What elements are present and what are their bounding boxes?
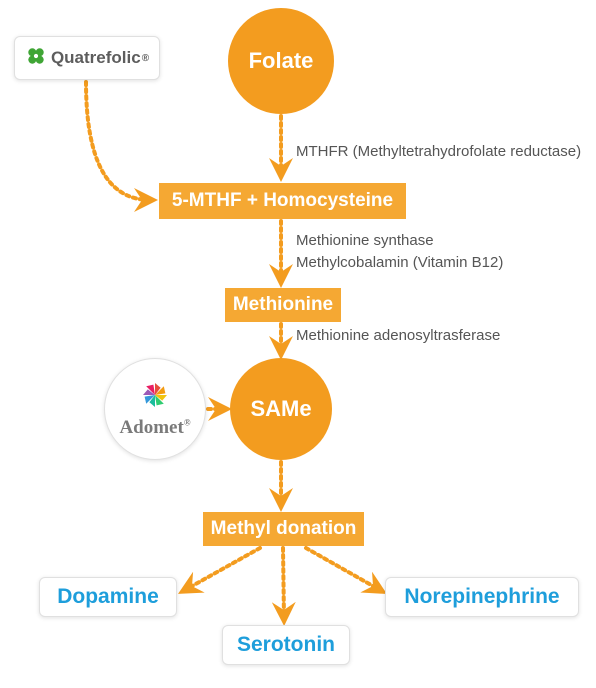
label-b12: Methylcobalamin (Vitamin B12) — [296, 254, 503, 271]
same-label: SAMe — [250, 396, 311, 422]
serotonin-label: Serotonin — [237, 633, 335, 657]
node-methyl-donation: Methyl donation — [203, 512, 364, 546]
label-mat: Methionine adenosyltrasferase — [296, 327, 500, 344]
label-methionine-synthase: Methionine synthase — [296, 232, 434, 249]
dopamine-label: Dopamine — [57, 585, 159, 609]
node-methionine: Methionine — [225, 288, 341, 322]
quatrefolic-label: Quatrefolic — [51, 48, 141, 68]
node-same: SAMe — [230, 358, 332, 460]
adomet-label: Adomet — [119, 417, 183, 438]
node-adomet: Adomet® — [104, 358, 206, 460]
label-mthfr: MTHFR (Methyltetrahydrofolate reductase) — [296, 143, 581, 160]
node-dopamine: Dopamine — [39, 577, 177, 617]
node-norepinephrine: Norepinephrine — [385, 577, 579, 617]
node-mthf: 5-MTHF + Homocysteine — [159, 183, 406, 219]
mthf-label: 5-MTHF + Homocysteine — [172, 190, 393, 212]
folate-label: Folate — [249, 48, 314, 74]
arrow-don-to-dopamine — [185, 548, 260, 590]
node-serotonin: Serotonin — [222, 625, 350, 665]
methyl-donation-label: Methyl donation — [211, 518, 357, 540]
trademark-icon: ® — [142, 53, 149, 64]
arrow-don-to-norepi — [306, 548, 380, 590]
node-folate: Folate — [228, 8, 334, 114]
norepinephrine-label: Norepinephrine — [404, 585, 559, 609]
arrow-quatre-to-mthf — [86, 82, 150, 200]
trademark-icon: ® — [184, 418, 191, 428]
pinwheel-icon — [139, 379, 171, 417]
node-quatrefolic: Quatrefolic ® — [14, 36, 160, 80]
methionine-label: Methionine — [233, 294, 333, 316]
clover-icon — [25, 45, 47, 72]
arrow-don-to-serotonin — [283, 548, 284, 618]
